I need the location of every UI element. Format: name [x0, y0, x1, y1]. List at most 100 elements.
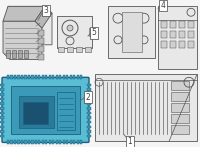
Bar [80, 140, 82, 144]
Bar [0, 84, 4, 86]
Bar [0, 112, 4, 114]
Bar [18, 50, 22, 58]
Bar [87, 135, 91, 137]
Bar [171, 114, 189, 123]
Bar [42, 75, 44, 79]
Bar [66, 75, 68, 79]
Bar [171, 103, 189, 112]
Bar [87, 93, 91, 96]
Bar [161, 31, 167, 38]
Bar [31, 140, 34, 144]
Bar [19, 96, 54, 128]
Bar [179, 31, 185, 38]
Bar [11, 86, 80, 133]
Bar [24, 140, 27, 144]
Bar [179, 41, 185, 48]
Polygon shape [8, 6, 52, 45]
Bar [161, 41, 167, 48]
Bar [76, 47, 82, 52]
Bar [87, 121, 91, 123]
Bar [170, 31, 176, 38]
Polygon shape [3, 21, 42, 60]
Bar [31, 75, 34, 79]
Bar [35, 140, 37, 144]
Bar [17, 75, 20, 79]
Bar [77, 140, 79, 144]
Bar [7, 140, 9, 144]
Text: 1: 1 [128, 137, 132, 146]
Bar [0, 121, 4, 123]
Bar [67, 47, 73, 52]
Bar [28, 75, 30, 79]
Polygon shape [158, 6, 197, 69]
Bar [52, 140, 54, 144]
Bar [85, 47, 91, 52]
Bar [12, 50, 16, 58]
Polygon shape [3, 6, 45, 21]
Bar [10, 140, 13, 144]
Circle shape [67, 25, 73, 31]
Bar [188, 31, 194, 38]
Bar [170, 41, 176, 48]
Bar [171, 92, 189, 101]
Bar [38, 30, 44, 36]
Bar [0, 93, 4, 96]
Bar [56, 140, 58, 144]
Bar [87, 126, 91, 128]
Bar [0, 107, 4, 110]
Bar [87, 102, 91, 105]
Bar [14, 140, 16, 144]
Bar [89, 28, 94, 36]
Polygon shape [108, 6, 155, 58]
Bar [171, 125, 189, 133]
Bar [73, 75, 75, 79]
Bar [0, 130, 4, 133]
Bar [59, 140, 61, 144]
Bar [24, 50, 28, 58]
Bar [161, 21, 167, 28]
Bar [21, 75, 23, 79]
Bar [70, 75, 72, 79]
Bar [87, 98, 91, 100]
Bar [87, 130, 91, 133]
Bar [10, 75, 13, 79]
Bar [171, 81, 189, 90]
Bar [0, 98, 4, 100]
Polygon shape [57, 16, 92, 48]
Bar [49, 75, 51, 79]
Polygon shape [35, 6, 52, 28]
Text: 5: 5 [92, 29, 96, 37]
Bar [87, 116, 91, 119]
Bar [38, 46, 44, 52]
Bar [188, 21, 194, 28]
Bar [0, 126, 4, 128]
Bar [52, 75, 54, 79]
Bar [23, 102, 48, 124]
Bar [95, 74, 197, 141]
Bar [80, 75, 82, 79]
Bar [87, 84, 91, 86]
Bar [87, 112, 91, 114]
Bar [66, 140, 68, 144]
Bar [170, 21, 176, 28]
Text: 2: 2 [86, 93, 90, 102]
Bar [87, 107, 91, 110]
Bar [42, 140, 44, 144]
FancyBboxPatch shape [2, 77, 89, 142]
Bar [63, 75, 65, 79]
Bar [14, 75, 16, 79]
Bar [38, 54, 44, 60]
Bar [59, 75, 61, 79]
Bar [0, 116, 4, 119]
Bar [0, 88, 4, 91]
Bar [49, 140, 51, 144]
Bar [17, 140, 20, 144]
Bar [6, 50, 10, 58]
Bar [58, 47, 64, 52]
Bar [87, 88, 91, 91]
Bar [38, 140, 40, 144]
Bar [179, 21, 185, 28]
Bar [21, 140, 23, 144]
Bar [35, 75, 37, 79]
Bar [188, 41, 194, 48]
